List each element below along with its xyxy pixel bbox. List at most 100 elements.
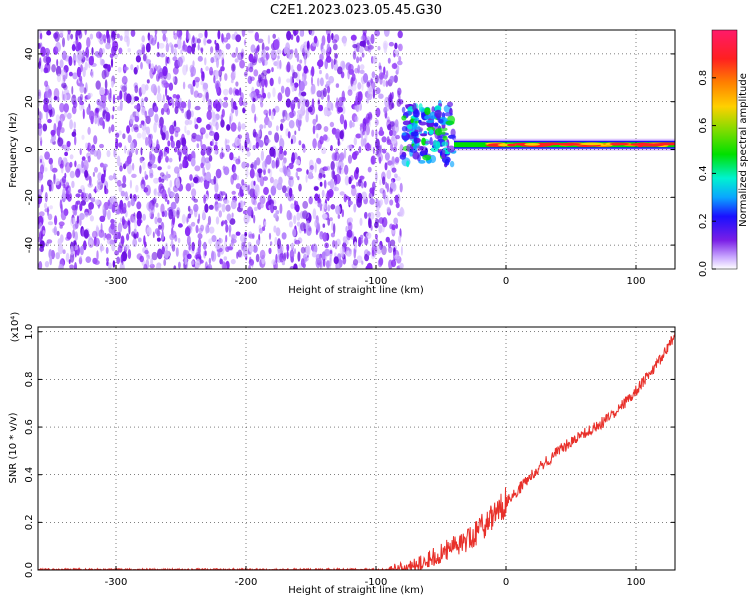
- noise-speckle: [156, 237, 161, 242]
- transition-blob: [418, 160, 426, 164]
- noise-speckle: [121, 75, 128, 85]
- noise-speckle: [186, 130, 191, 136]
- noise-speckle: [257, 202, 262, 210]
- noise-speckle: [77, 50, 83, 61]
- colorbar-gradient: [711, 29, 738, 270]
- transition-blob: [441, 131, 446, 135]
- noise-speckle: [211, 138, 215, 147]
- noise-speckle: [61, 50, 67, 61]
- noise-speckle: [369, 198, 375, 205]
- noise-speckle: [40, 158, 42, 163]
- noise-speckle: [285, 63, 291, 73]
- snr-x-tick-label: 100: [626, 577, 645, 588]
- noise-speckle: [140, 83, 147, 95]
- noise-speckle: [116, 256, 121, 265]
- noise-speckle: [291, 82, 295, 93]
- noise-speckle: [288, 221, 293, 228]
- noise-speckle: [182, 159, 186, 169]
- noise-speckle: [294, 248, 296, 255]
- noise-speckle: [293, 215, 297, 225]
- noise-speckle: [174, 43, 178, 48]
- noise-speckle: [265, 154, 272, 165]
- noise-speckle: [277, 92, 283, 102]
- noise-speckle: [88, 175, 92, 186]
- transition-blob: [401, 115, 407, 121]
- noise-speckle: [231, 63, 236, 72]
- snr-y-scale-label: (x10⁴): [10, 312, 21, 343]
- noise-speckle: [84, 211, 89, 218]
- noise-speckle: [169, 179, 173, 188]
- noise-speckle: [253, 160, 257, 170]
- noise-speckle: [274, 132, 280, 143]
- snr-x-tick-label: -100: [365, 577, 388, 588]
- noise-speckle: [359, 46, 364, 54]
- noise-speckle: [55, 41, 61, 53]
- noise-speckle: [177, 56, 183, 67]
- noise-speckle: [339, 152, 345, 161]
- transition-blob: [417, 145, 422, 152]
- noise-speckle: [287, 131, 291, 139]
- noise-speckle: [322, 202, 325, 214]
- noise-speckle: [130, 141, 135, 150]
- noise-speckle: [357, 82, 362, 90]
- snr-x-tick-label: 0: [503, 577, 509, 588]
- noise-speckle: [63, 103, 69, 113]
- noise-speckle: [263, 186, 269, 196]
- noise-speckle: [171, 244, 176, 252]
- noise-speckle: [337, 138, 340, 147]
- noise-speckle: [310, 85, 314, 95]
- noise-speckle: [165, 37, 168, 44]
- noise-speckle: [351, 151, 358, 160]
- noise-speckle: [39, 164, 45, 175]
- noise-speckle: [186, 109, 192, 120]
- snr-y-tick-label: 1.0: [24, 324, 35, 340]
- noise-speckle: [358, 146, 362, 154]
- noise-speckle: [394, 156, 400, 163]
- noise-speckle: [353, 241, 358, 250]
- noise-speckle: [293, 152, 298, 160]
- noise-speckle: [350, 34, 357, 41]
- noise-speckle: [204, 250, 207, 257]
- noise-speckle: [376, 244, 382, 255]
- noise-speckle: [347, 200, 353, 206]
- noise-speckle: [112, 94, 116, 105]
- noise-speckle: [65, 162, 71, 173]
- noise-speckle: [214, 39, 217, 45]
- noise-speckle: [172, 76, 176, 83]
- noise-speckle: [79, 212, 85, 221]
- noise-speckle: [290, 243, 294, 249]
- noise-speckle: [215, 101, 221, 112]
- noise-speckle: [105, 111, 111, 122]
- noise-speckle: [359, 217, 363, 226]
- noise-speckle: [241, 123, 246, 130]
- noise-speckle: [198, 32, 204, 39]
- noise-speckle: [260, 203, 264, 209]
- noise-speckle: [381, 217, 388, 228]
- noise-speckle: [273, 205, 277, 211]
- noise-speckle: [127, 249, 132, 260]
- noise-speckle: [308, 171, 313, 180]
- noise-speckle: [374, 119, 379, 126]
- noise-speckle: [186, 47, 192, 54]
- noise-speckle: [322, 258, 326, 267]
- noise-speckle: [205, 171, 212, 182]
- noise-speckle: [47, 221, 54, 226]
- transition-blob: [412, 151, 420, 160]
- snr-x-tick-label: -300: [105, 577, 128, 588]
- noise-speckle: [191, 241, 195, 252]
- noise-speckle: [375, 210, 381, 218]
- noise-speckle: [69, 154, 74, 160]
- noise-speckle: [174, 126, 181, 133]
- noise-speckle: [330, 232, 335, 238]
- noise-speckle: [397, 60, 403, 66]
- noise-speckle: [352, 259, 359, 266]
- noise-speckle: [73, 209, 78, 216]
- noise-speckle: [342, 236, 347, 244]
- noise-speckle: [334, 173, 341, 185]
- noise-speckle: [145, 136, 149, 146]
- noise-speckle: [329, 250, 333, 254]
- noise-speckle: [69, 161, 73, 168]
- noise-speckle: [334, 53, 338, 59]
- colorbar: 0.0 0.2 0.4 0.6 0.8 Normalized spectral ampl…: [698, 29, 749, 277]
- noise-speckle: [391, 63, 398, 69]
